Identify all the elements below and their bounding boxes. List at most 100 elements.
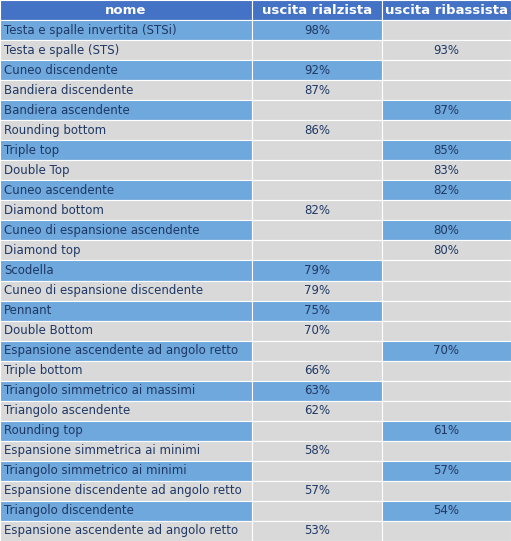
Bar — [382, 341, 511, 361]
Bar — [252, 160, 382, 180]
Text: 83%: 83% — [433, 164, 459, 177]
Bar — [382, 0, 511, 20]
Text: 70%: 70% — [304, 324, 330, 337]
Bar — [382, 180, 511, 200]
Bar — [252, 200, 382, 220]
Text: Cuneo di espansione ascendente: Cuneo di espansione ascendente — [4, 224, 200, 237]
Bar — [0, 200, 252, 220]
Bar — [382, 381, 511, 401]
Bar — [382, 301, 511, 321]
Bar — [382, 281, 511, 301]
Bar — [0, 160, 252, 180]
Text: Espansione ascendente ad angolo retto: Espansione ascendente ad angolo retto — [4, 344, 238, 357]
Bar — [252, 180, 382, 200]
Text: 80%: 80% — [433, 224, 459, 237]
Text: 93%: 93% — [433, 44, 459, 57]
Bar — [0, 341, 252, 361]
Text: 87%: 87% — [304, 84, 330, 97]
Bar — [252, 521, 382, 541]
Text: Bandiera discendente: Bandiera discendente — [4, 84, 133, 97]
Bar — [252, 481, 382, 501]
Bar — [382, 461, 511, 481]
Bar — [0, 361, 252, 381]
Bar — [0, 321, 252, 341]
Bar — [0, 220, 252, 240]
Text: 54%: 54% — [433, 504, 459, 517]
Bar — [382, 140, 511, 160]
Text: Testa e spalle (STS): Testa e spalle (STS) — [4, 44, 120, 57]
Bar — [0, 421, 252, 441]
Text: 86%: 86% — [304, 124, 330, 137]
Bar — [0, 60, 252, 80]
Bar — [0, 100, 252, 120]
Bar — [382, 160, 511, 180]
Bar — [382, 240, 511, 260]
Bar — [252, 0, 382, 20]
Bar — [0, 381, 252, 401]
Text: Cuneo ascendente: Cuneo ascendente — [4, 184, 114, 197]
Bar — [252, 20, 382, 40]
Text: Cuneo discendente: Cuneo discendente — [4, 64, 118, 77]
Bar — [382, 60, 511, 80]
Text: Diamond top: Diamond top — [4, 244, 81, 257]
Bar — [0, 441, 252, 461]
Bar — [0, 301, 252, 321]
Bar — [382, 501, 511, 521]
Bar — [382, 401, 511, 421]
Bar — [382, 120, 511, 140]
Bar — [382, 260, 511, 281]
Bar — [0, 20, 252, 40]
Bar — [0, 120, 252, 140]
Text: 79%: 79% — [304, 264, 330, 277]
Text: Espansione simmetrica ai minimi: Espansione simmetrica ai minimi — [4, 444, 200, 457]
Text: 53%: 53% — [304, 524, 330, 537]
Text: uscita ribassista: uscita ribassista — [385, 4, 508, 17]
Text: 98%: 98% — [304, 24, 330, 37]
Bar — [252, 461, 382, 481]
Text: uscita rialzista: uscita rialzista — [262, 4, 372, 17]
Text: 70%: 70% — [433, 344, 459, 357]
Text: 61%: 61% — [433, 424, 459, 437]
Text: 57%: 57% — [304, 484, 330, 497]
Bar — [252, 260, 382, 281]
Text: Triple bottom: Triple bottom — [4, 364, 83, 377]
Text: Cuneo di espansione discendente: Cuneo di espansione discendente — [4, 284, 203, 297]
Text: 82%: 82% — [433, 184, 459, 197]
Bar — [252, 301, 382, 321]
Text: Pennant: Pennant — [4, 304, 53, 317]
Bar — [252, 100, 382, 120]
Text: Espansione ascendente ad angolo retto: Espansione ascendente ad angolo retto — [4, 524, 238, 537]
Text: Scodella: Scodella — [4, 264, 54, 277]
Bar — [382, 200, 511, 220]
Bar — [382, 80, 511, 100]
Text: Double Bottom: Double Bottom — [4, 324, 93, 337]
Text: 85%: 85% — [433, 144, 459, 157]
Text: 82%: 82% — [304, 204, 330, 217]
Bar — [0, 180, 252, 200]
Text: 79%: 79% — [304, 284, 330, 297]
Text: Triangolo simmetrico ai minimi: Triangolo simmetrico ai minimi — [4, 464, 187, 477]
Bar — [252, 240, 382, 260]
Bar — [0, 461, 252, 481]
Text: Bandiera ascendente: Bandiera ascendente — [4, 104, 130, 117]
Bar — [382, 361, 511, 381]
Bar — [0, 521, 252, 541]
Bar — [0, 40, 252, 60]
Text: 58%: 58% — [304, 444, 330, 457]
Text: Triple top: Triple top — [4, 144, 59, 157]
Text: 66%: 66% — [304, 364, 330, 377]
Text: Rounding top: Rounding top — [4, 424, 83, 437]
Bar — [0, 501, 252, 521]
Text: nome: nome — [105, 4, 147, 17]
Bar — [252, 140, 382, 160]
Bar — [252, 501, 382, 521]
Text: Espansione discendente ad angolo retto: Espansione discendente ad angolo retto — [4, 484, 242, 497]
Text: Triangolo discendente: Triangolo discendente — [4, 504, 134, 517]
Bar — [382, 521, 511, 541]
Bar — [382, 481, 511, 501]
Text: Rounding bottom: Rounding bottom — [4, 124, 106, 137]
Bar — [252, 40, 382, 60]
Text: 62%: 62% — [304, 404, 330, 417]
Bar — [382, 100, 511, 120]
Bar — [252, 361, 382, 381]
